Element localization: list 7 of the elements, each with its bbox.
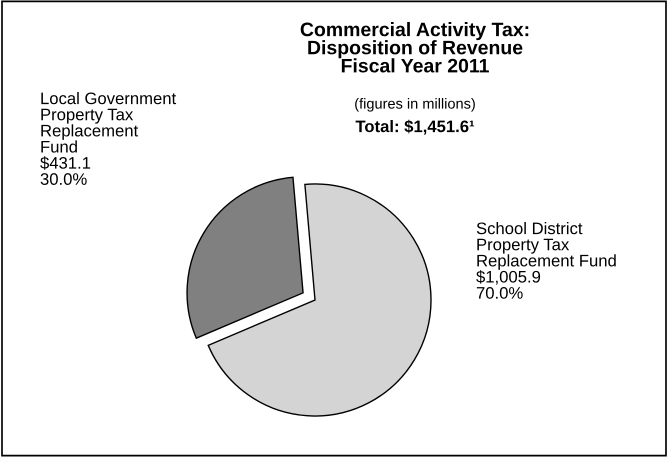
chart-subtitle: (figures in millions)	[355, 98, 475, 112]
text: Total: $1,451.6¹	[356, 120, 474, 135]
chart-title: Commercial Activity Tax: Disposition of Revenue Fiscal Year 2011	[300, 22, 528, 73]
slice-label: School District Property Tax Replacement Fund	[476, 222, 616, 270]
data-label: $1,005.9 70.0%	[476, 270, 540, 299]
data-label: $431.1 30.0%	[40, 156, 90, 185]
slice-label: Local Government Property Tax Replacement Fund	[41, 92, 176, 153]
